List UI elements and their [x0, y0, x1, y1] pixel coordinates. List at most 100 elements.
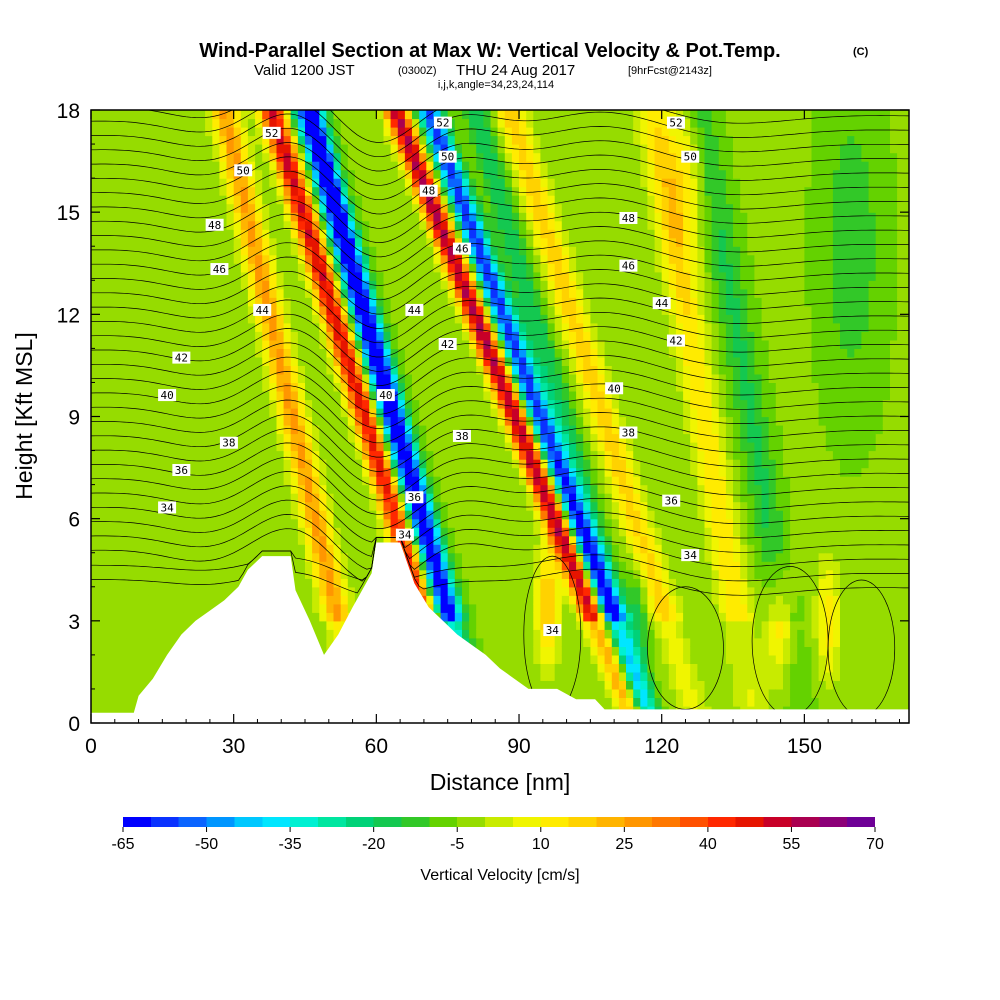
velocity-cell [483, 110, 492, 120]
velocity-cell [126, 476, 135, 486]
velocity-cell [569, 254, 577, 264]
velocity-cell [205, 552, 213, 562]
velocity-cell [469, 408, 477, 418]
velocity-cell [554, 663, 563, 673]
velocity-cell [140, 169, 149, 179]
velocity-cell [454, 212, 463, 222]
velocity-cell [105, 578, 113, 588]
velocity-cell [98, 356, 106, 366]
velocity-cell [155, 373, 163, 383]
velocity-cell [333, 203, 342, 213]
velocity-cell [412, 578, 420, 588]
velocity-cell [504, 280, 513, 290]
velocity-cell [476, 620, 484, 630]
velocity-cell [140, 612, 149, 622]
velocity-cell [247, 425, 256, 435]
velocity-cell [397, 467, 406, 477]
velocity-cell [155, 399, 163, 409]
velocity-cell [190, 297, 199, 307]
velocity-cell [155, 425, 163, 435]
velocity-cell [162, 484, 170, 494]
velocity-cell [276, 288, 285, 298]
velocity-cell [362, 561, 370, 571]
velocity-cell [155, 110, 163, 120]
velocity-cell [126, 305, 135, 315]
velocity-cell [91, 603, 99, 613]
velocity-cell [133, 484, 142, 494]
velocity-cell [155, 544, 163, 554]
velocity-cell [547, 178, 556, 188]
velocity-cell [504, 467, 513, 477]
velocity-cell [497, 518, 506, 528]
velocity-cell [255, 263, 263, 273]
velocity-cell [190, 578, 199, 588]
velocity-cell [140, 263, 149, 273]
velocity-cell [404, 169, 413, 179]
velocity-cell [362, 510, 370, 520]
velocity-cell [454, 161, 463, 171]
velocity-cell [305, 501, 313, 511]
velocity-cell [98, 561, 106, 571]
velocity-cell [219, 535, 228, 545]
velocity-cell [362, 110, 370, 120]
velocity-cell [504, 297, 513, 307]
velocity-cell [133, 637, 142, 647]
velocity-cell [140, 544, 149, 554]
velocity-cell [283, 110, 292, 120]
velocity-cell [98, 688, 106, 698]
velocity-cell [126, 237, 135, 247]
velocity-cell [305, 510, 313, 520]
velocity-cell [319, 629, 327, 639]
velocity-cell [376, 263, 384, 273]
velocity-cell [162, 127, 170, 137]
velocity-cell [561, 408, 570, 418]
velocity-cell [290, 561, 299, 571]
velocity-cell [297, 467, 306, 477]
velocity-cell [205, 203, 213, 213]
velocity-cell [176, 186, 185, 196]
velocity-cell [576, 322, 584, 332]
velocity-cell [140, 322, 149, 332]
velocity-cell [454, 178, 463, 188]
velocity-cell [433, 552, 442, 562]
velocity-cell [112, 237, 121, 247]
velocity-cell [98, 169, 106, 179]
velocity-cell [540, 237, 549, 247]
velocity-cell [126, 552, 135, 562]
velocity-cell [226, 314, 235, 324]
velocity-cell [91, 169, 99, 179]
velocity-cell [433, 373, 442, 383]
velocity-cell [290, 186, 299, 196]
velocity-cell [504, 408, 513, 418]
velocity-cell [305, 356, 313, 366]
velocity-cell [276, 195, 285, 205]
velocity-cell [212, 501, 220, 511]
velocity-cell [454, 118, 463, 128]
velocity-cell [433, 356, 442, 366]
velocity-cell [112, 288, 121, 298]
velocity-cell [169, 254, 178, 264]
velocity-cell [98, 637, 106, 647]
velocity-cell [490, 305, 499, 315]
velocity-cell [533, 552, 541, 562]
velocity-cell [91, 450, 99, 460]
velocity-cell [91, 569, 99, 579]
velocity-cell [447, 450, 456, 460]
velocity-cell [105, 229, 113, 239]
velocity-cell [561, 186, 570, 196]
velocity-cell [469, 322, 477, 332]
velocity-cell [433, 161, 442, 171]
velocity-cell [326, 459, 335, 469]
velocity-cell [148, 195, 156, 205]
velocity-cell [148, 527, 156, 537]
velocity-cell [419, 127, 427, 137]
velocity-cell [433, 237, 442, 247]
velocity-cell [133, 399, 142, 409]
velocity-cell [119, 271, 128, 281]
velocity-cell [369, 450, 377, 460]
velocity-cell [297, 118, 306, 128]
velocity-cell [183, 535, 192, 545]
velocity-cell [283, 331, 292, 341]
velocity-cell [469, 169, 477, 179]
velocity-cell [148, 518, 156, 528]
